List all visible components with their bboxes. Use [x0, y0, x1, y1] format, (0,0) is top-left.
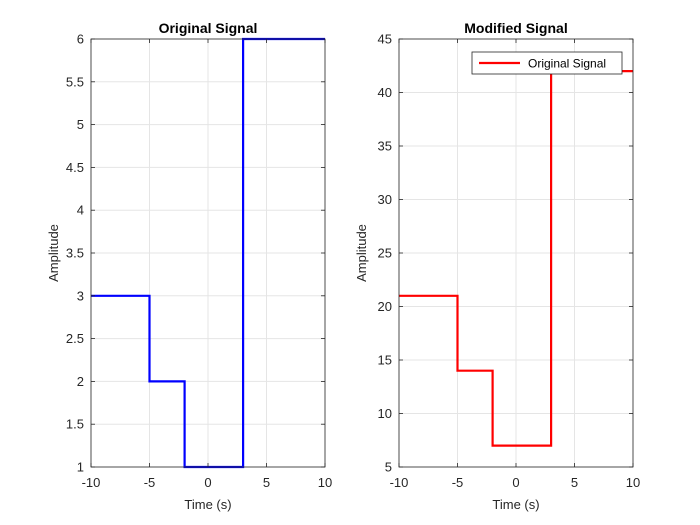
- y-tick-label: 25: [378, 246, 392, 261]
- y-tick-label: 35: [378, 139, 392, 154]
- y-tick-label: 2: [77, 374, 84, 389]
- x-axis-label: Time (s): [184, 497, 231, 512]
- chart-title: Modified Signal: [464, 20, 567, 36]
- x-tick-label: -5: [452, 475, 464, 490]
- y-tick-label: 3: [77, 288, 84, 303]
- x-tick-label: -5: [144, 475, 156, 490]
- x-tick-label: 10: [626, 475, 640, 490]
- y-tick-label: 40: [378, 85, 392, 100]
- legend-label: Original Signal: [528, 57, 606, 71]
- y-tick-label: 6: [77, 32, 84, 47]
- x-tick-label: 5: [263, 475, 270, 490]
- series-line-1: [399, 69, 633, 447]
- x-tick-label: 5: [571, 475, 578, 490]
- y-tick-label: 10: [378, 406, 392, 421]
- chart-panel-2: -10 -5 0 5 10 5 10 15 20 25 30 35 40 45 Modified Signa…: [354, 20, 640, 512]
- y-tick-label: 4: [77, 203, 84, 218]
- y-tick-label: 1.5: [66, 417, 84, 432]
- y-tick-label: 20: [378, 299, 392, 314]
- y-tick-label: 5: [77, 117, 84, 132]
- y-axis-label: Amplitude: [46, 224, 61, 282]
- x-tick-label: 0: [512, 475, 519, 490]
- y-tick-label: 3.5: [66, 246, 84, 261]
- x-tick-label: -10: [390, 475, 409, 490]
- y-tick-label: 5.5: [66, 74, 84, 89]
- x-tick-label: 0: [204, 475, 211, 490]
- y-tick-label: 1: [77, 460, 84, 475]
- y-tick-label: 2.5: [66, 331, 84, 346]
- x-axis-label: Time (s): [492, 497, 539, 512]
- y-tick-label: 45: [378, 32, 392, 47]
- series-line-1: [91, 37, 325, 469]
- y-tick-label: 5: [385, 460, 392, 475]
- y-tick-label: 30: [378, 192, 392, 207]
- legend-box: [471, 51, 623, 75]
- chart-panel-1: -10 -5 0 5 10 1 1.5 2 2.5 3 3.5 4 4.5 5 5.5 6 Original S…: [46, 20, 332, 512]
- legend: Original Signal: [471, 51, 623, 75]
- chart-title: Original Signal: [159, 20, 258, 36]
- x-tick-label: 10: [318, 475, 332, 490]
- y-tick-label: 15: [378, 353, 392, 368]
- x-tick-label: -10: [82, 475, 101, 490]
- y-axis-label: Amplitude: [354, 224, 369, 282]
- y-tick-label: 4.5: [66, 160, 84, 175]
